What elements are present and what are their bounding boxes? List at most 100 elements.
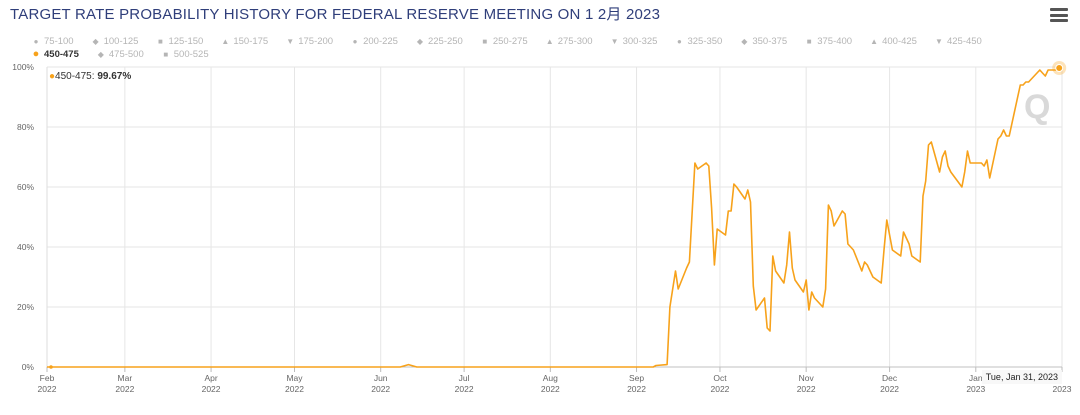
legend-label: 225-250	[427, 36, 463, 47]
legend-label: 425-450	[946, 36, 982, 47]
legend-item-225-250[interactable]: ◆ 225-250	[412, 36, 463, 48]
x-tick-label-month: May	[286, 373, 303, 383]
legend-label: 275-300	[557, 36, 593, 47]
legend-item-100-125[interactable]: ◆ 100-125	[88, 36, 139, 48]
legend-label: 475-500	[108, 49, 144, 60]
legend-item-300-325[interactable]: ▼ 300-325	[607, 36, 658, 48]
legend-item-325-350[interactable]: ● 325-350	[671, 36, 722, 48]
watermark-q-logo: Q	[1024, 88, 1051, 126]
x-tick-label-month: Jan	[969, 373, 983, 383]
legend-item-275-300[interactable]: ▲ 275-300	[542, 36, 593, 48]
legend-label: 400-425	[882, 36, 917, 47]
x-tick-label-month: Oct	[713, 373, 727, 383]
legend-item-250-275[interactable]: ■ 250-275	[477, 36, 528, 48]
legend-marker-icon: ■	[158, 37, 163, 46]
legend-label: 175-200	[298, 36, 334, 47]
legend-item-475-500[interactable]: ◆ 475-500	[93, 49, 144, 61]
legend-item-450-475[interactable]: ● 450-475	[28, 48, 79, 61]
x-tick-label-year: 2022	[797, 384, 816, 394]
data-point-last	[1055, 63, 1064, 72]
legend-label: 450-475	[44, 49, 79, 60]
menu-line	[1050, 13, 1068, 17]
legend-label: 200-225	[363, 36, 398, 47]
x-tick-label-month: Mar	[118, 373, 133, 383]
legend-marker-icon: ◆	[97, 50, 104, 59]
y-tick-label: 60%	[17, 182, 34, 192]
x-tick-label-year: 2023	[1053, 384, 1072, 394]
tooltip-date: Tue, Jan 31, 2023	[981, 370, 1062, 384]
x-tick-label-year: 2022	[455, 384, 474, 394]
legend-marker-icon: ■	[163, 50, 169, 59]
legend-label: 500-525	[173, 49, 209, 60]
x-tick-label-year: 2022	[371, 384, 390, 394]
legend-marker-icon: ▼	[935, 37, 943, 46]
data-point-first	[49, 365, 53, 369]
legend-item-150-175[interactable]: ▲ 150-175	[217, 36, 268, 48]
legend-marker-icon: ◆	[416, 37, 424, 46]
legend-label: 75-100	[44, 36, 74, 47]
x-tick-label-month: Dec	[882, 373, 898, 383]
y-tick-label: 40%	[17, 242, 34, 252]
chart-title: TARGET RATE PROBABILITY HISTORY FOR FEDE…	[10, 6, 661, 23]
x-tick-label-month: Sep	[629, 373, 644, 383]
legend-label: 100-125	[103, 36, 139, 47]
legend-marker-icon: ●	[677, 37, 682, 46]
legend-marker-icon: ▼	[610, 37, 619, 46]
x-tick-label-year: 2022	[202, 384, 221, 394]
menu-line	[1050, 8, 1068, 11]
x-tick-label-month: Apr	[204, 373, 217, 383]
legend-marker-icon: ▲	[870, 37, 879, 46]
x-tick-label-year: 2022	[115, 384, 134, 394]
legend-marker-icon: ◆	[741, 37, 748, 46]
legend-item-125-150[interactable]: ■ 125-150	[152, 36, 203, 48]
x-tick-label-month: Feb	[40, 373, 55, 383]
legend-marker-icon: ▲	[545, 37, 554, 46]
legend-item-425-450[interactable]: ▼ 425-450	[931, 36, 982, 48]
y-tick-label: 20%	[17, 302, 34, 312]
legend-label: 350-375	[752, 36, 788, 47]
tooltip-series-name: 450-475:	[55, 71, 98, 82]
legend-marker-icon: ■	[482, 37, 488, 46]
x-tick-label-year: 2022	[880, 384, 899, 394]
series-line-450-475	[47, 67, 1060, 368]
series-value-label: ●450-475: 99.67%	[49, 71, 131, 82]
x-tick-label-month: Aug	[543, 373, 558, 383]
y-tick-label: 0%	[22, 362, 35, 372]
legend-label: 150-175	[233, 36, 269, 47]
x-tick-label-month: Jul	[459, 373, 470, 383]
legend-marker-icon: ▼	[286, 37, 295, 46]
legend-item-200-225[interactable]: ● 200-225	[347, 36, 398, 48]
legend-label: 300-325	[622, 36, 658, 47]
x-tick-label-year: 2022	[38, 384, 57, 394]
x-tick-label-month: Jun	[374, 373, 388, 383]
legend-marker-icon: ▲	[221, 37, 230, 46]
legend-marker-icon: ●	[33, 37, 39, 46]
legend-item-375-400[interactable]: ■ 375-400	[801, 36, 852, 48]
legend-item-500-525[interactable]: ■ 500-525	[158, 49, 209, 61]
legend-item-400-425[interactable]: ▲ 400-425	[866, 36, 917, 48]
legend-marker-icon: ●	[32, 48, 40, 60]
legend-item-350-375[interactable]: ◆ 350-375	[736, 36, 787, 48]
legend-label: 125-150	[168, 36, 204, 47]
x-tick-label-year: 2022	[710, 384, 729, 394]
y-tick-label: 80%	[17, 122, 34, 132]
hamburger-icon[interactable]	[1050, 8, 1068, 22]
legend-marker-icon: ◆	[92, 37, 99, 46]
legend-label: 325-350	[687, 36, 723, 47]
y-tick-label: 100%	[12, 62, 34, 72]
legend-marker-icon: ●	[352, 37, 358, 46]
legend-item-75-100[interactable]: ● 75-100	[28, 36, 74, 48]
chart-legend: ● 75-100 ◆ 100-125 ■ 125-150 ▲ 150-175 ▼ 175-200 ●…	[28, 36, 1058, 61]
menu-line	[1050, 19, 1068, 22]
x-tick-label-year: 2022	[627, 384, 646, 394]
legend-label: 250-275	[492, 36, 528, 47]
series-dot-icon: ●	[49, 71, 56, 82]
x-tick-label-month: Nov	[799, 373, 815, 383]
legend-label: 375-400	[817, 36, 853, 47]
x-tick-label-year: 2022	[541, 384, 560, 394]
legend-item-175-200[interactable]: ▼ 175-200	[282, 36, 333, 48]
legend-marker-icon: ■	[806, 37, 812, 46]
x-tick-label-year: 2022	[285, 384, 304, 394]
tooltip-value: 99.67%	[97, 71, 132, 82]
